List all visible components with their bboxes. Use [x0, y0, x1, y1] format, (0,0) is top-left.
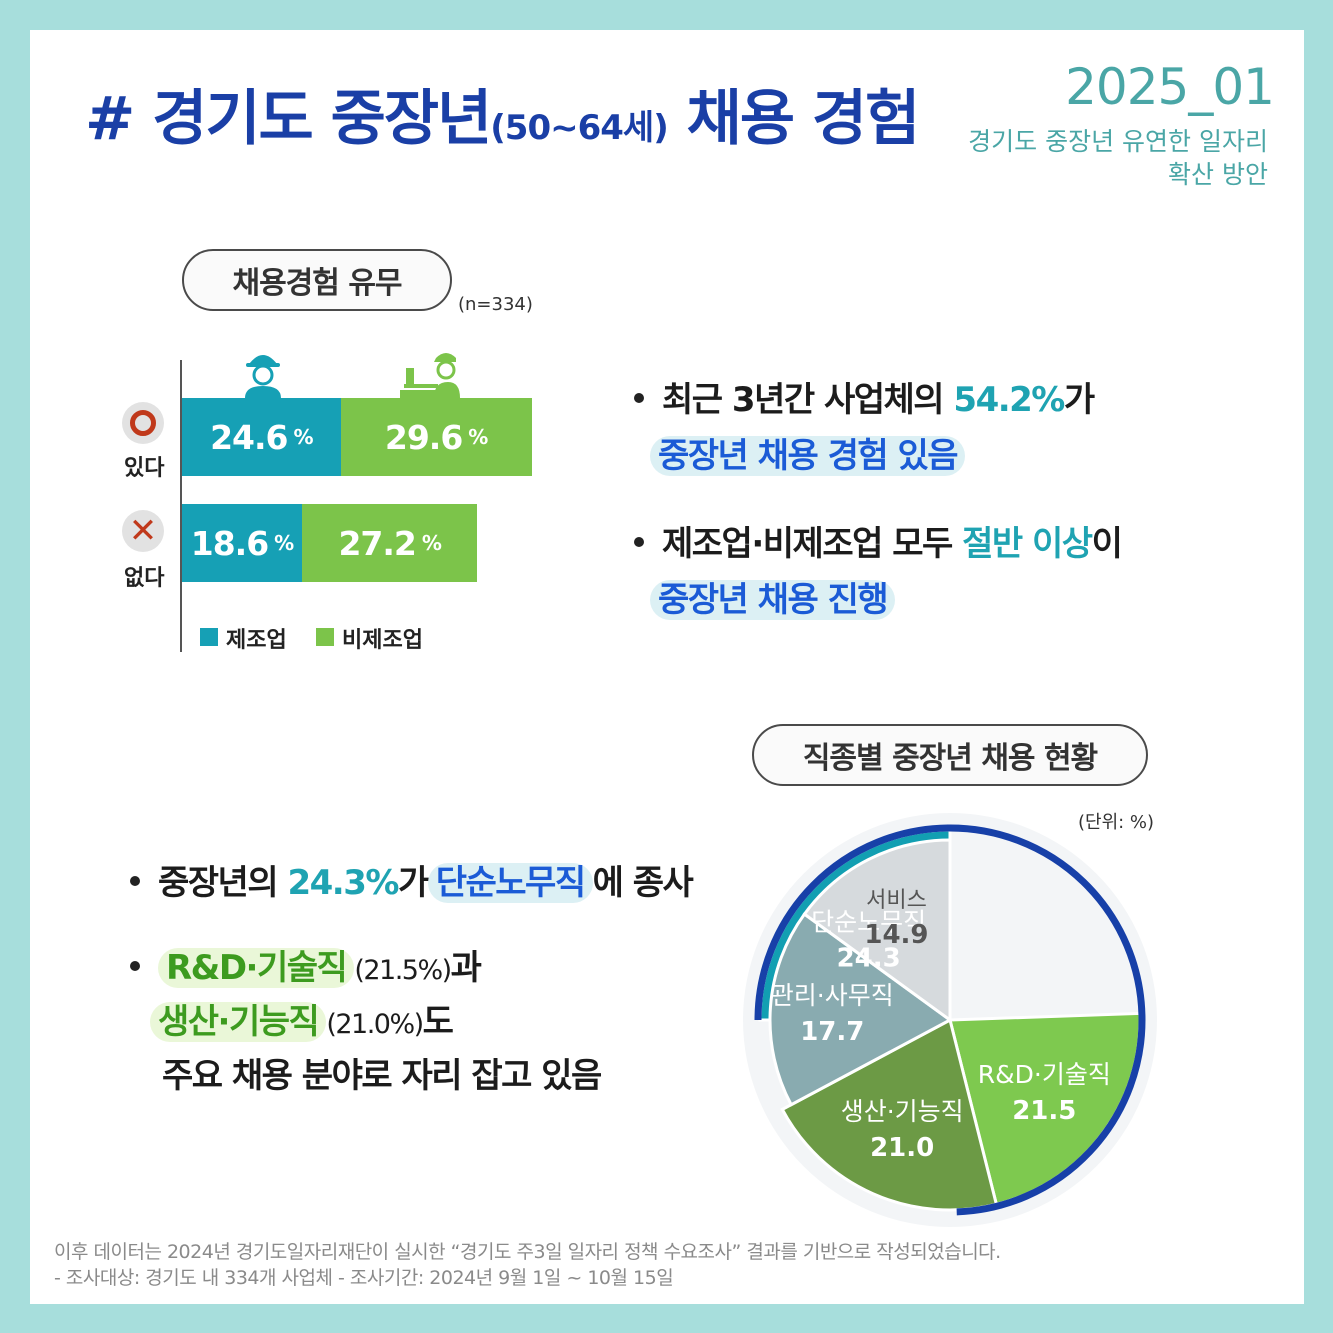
legend-label-non-manufacturing: 비제조업	[342, 628, 423, 653]
legend-swatch-non-manufacturing	[316, 628, 334, 646]
sample-size-note: (n=334)	[458, 294, 533, 315]
bar-value-label: 24.6	[210, 417, 288, 457]
subtitle-line2: 확산 방안	[1168, 159, 1268, 189]
bar-manufacturing-no: 18.6%	[182, 504, 302, 582]
pie-slice	[802, 838, 952, 1023]
bullet-main-fields: 주요 채용 분야로 자리 잡고 있음	[162, 1056, 602, 1096]
bar-value-label: 18.6	[190, 523, 269, 563]
title-end: 채용 경험	[686, 84, 921, 154]
row-label-no: 없다	[124, 566, 165, 591]
pie-slice-label: R&D·기술직	[978, 1060, 1111, 1089]
page-title: # 경기도 중장년(50~64세) 채용 경험	[85, 70, 921, 157]
pie-unit-note: (단위: %)	[1078, 812, 1155, 833]
bullet-dot	[130, 960, 140, 971]
bullet-rnd: R&D·기술직 (21.5%)과	[130, 948, 482, 989]
legend-label-manufacturing: 제조업	[226, 628, 287, 653]
bar-value-unit: %	[274, 531, 294, 555]
bullet-dot	[130, 875, 140, 886]
bar-value-label: 29.6	[384, 417, 463, 457]
bullet-both-sectors: 제조업·비제조업 모두 절반 이상이	[634, 524, 1123, 565]
bullet-hiring-rate: 최근 3년간 사업체의 54.2%가	[634, 380, 1095, 421]
legend-swatch-manufacturing	[200, 628, 218, 646]
footnote-survey-info: - 조사대상: 경기도 내 334개 사업체 - 조사기간: 2024년 9월 …	[54, 1266, 674, 1289]
bullet-production: 생산·기능직 (21.0%)도	[150, 1002, 454, 1043]
footnote: 이후 데이터는 2024년 경기도일자리재단이 실시한 “경기도 주3일 일자리…	[54, 1240, 1001, 1291]
section-pill-hiring-experience: 채용경험 유무	[182, 249, 452, 311]
bullet-dot	[634, 392, 644, 403]
no-cross-icon: ✕	[122, 510, 164, 552]
bar-non-manufacturing-yes: 29.6%	[340, 398, 532, 476]
pie-slice-label: 서비스	[866, 888, 927, 913]
bar-manufacturing-yes: 24.6%	[182, 398, 341, 476]
pie-slice-label: 단순노무직	[811, 908, 926, 937]
occupation-pie-chart: 단순노무직 24.3 R&D·기술직 21.5 생산·기능직 21.0 관리·사무직 17.7…	[743, 813, 1157, 1227]
bullet-both-sectors-line2: 중장년 채용 진행	[650, 580, 896, 621]
row-label-yes: 있다	[124, 456, 165, 481]
section-pill-by-occupation: 직종별 중장년 채용 현황	[752, 724, 1148, 786]
bar-non-manufacturing-no: 27.2%	[301, 504, 478, 582]
report-subtitle: 경기도 중장년 유연한 일자리 확산 방안	[938, 126, 1268, 191]
bar-value-unit: %	[421, 531, 442, 555]
bar-value-unit: %	[293, 425, 314, 449]
pie-slice-value: 21.0	[870, 1133, 934, 1163]
bar-value-label: 27.2	[338, 523, 416, 563]
bullet-simple-labor: 중장년의 24.3%가 단순노무직 에 종사	[130, 863, 694, 904]
office-worker-icon	[400, 353, 460, 398]
pie-slice-value: 21.5	[1012, 1096, 1076, 1126]
infographic-card: # 경기도 중장년(50~64세) 채용 경험 2025_01 경기도 중장년 …	[30, 30, 1304, 1304]
pie-slice-label: 생산·기능직	[841, 1097, 964, 1126]
subtitle-line1: 경기도 중장년 유연한 일자리	[968, 127, 1268, 156]
pie-slice-value: 14.9	[864, 920, 928, 950]
pie-outer-border	[754, 824, 1146, 1216]
pie-slice-label: 관리·사무직	[771, 981, 894, 1010]
issue-number: 2025_01	[1065, 58, 1275, 116]
factory-worker-icon	[245, 355, 281, 398]
title-age-range: (50~64세)	[490, 108, 668, 148]
bar-value-unit: %	[468, 425, 488, 449]
bullet-dot	[634, 536, 644, 547]
yes-circle-icon	[122, 402, 164, 444]
bar-chart-axis	[180, 360, 182, 652]
title-main: # 경기도 중장년	[85, 84, 492, 154]
pie-slice-value: 24.3	[837, 944, 901, 974]
pie-slice	[768, 912, 953, 1107]
bullet-hiring-rate-line2: 중장년 채용 경험 있음	[650, 436, 966, 477]
pie-slice-value: 17.7	[800, 1017, 864, 1047]
footnote-source: 이후 데이터는 2024년 경기도일자리재단이 실시한 “경기도 주3일 일자리…	[54, 1241, 1001, 1263]
